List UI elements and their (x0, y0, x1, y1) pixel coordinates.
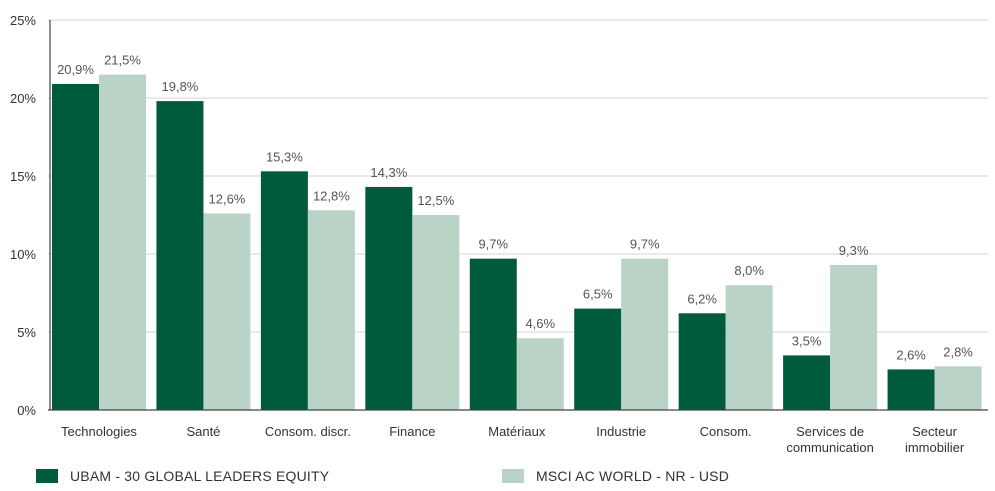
x-tick-label: Technologies (61, 424, 137, 439)
data-label: 6,2% (687, 291, 717, 306)
x-tick-label: Finance (389, 424, 435, 439)
data-label: 15,3% (266, 149, 303, 164)
bars (52, 74, 982, 411)
bar-ubam (574, 308, 622, 410)
data-label: 12,5% (417, 193, 454, 208)
data-label: 12,8% (313, 188, 350, 203)
legend-item-ubam: UBAM - 30 GLOBAL LEADERS EQUITY (36, 468, 329, 484)
legend-swatch-ubam (36, 469, 58, 483)
legend-label-ubam: UBAM - 30 GLOBAL LEADERS EQUITY (70, 468, 330, 484)
x-tick-label: Matériaux (488, 424, 546, 439)
y-tick-label: 5% (17, 325, 36, 340)
bar-msci (725, 285, 773, 410)
data-label: 8,0% (734, 263, 764, 278)
y-tick-label: 20% (10, 91, 36, 106)
data-label: 12,6% (209, 191, 246, 206)
y-tick-label: 0% (17, 403, 36, 418)
data-labels: 20,9% 21,5% 19,8% 12,6% 15,3% 12,8% 14,3% 12,5%… (57, 53, 973, 363)
bar-ubam (783, 355, 831, 410)
x-tick-label: Consom. discr. (265, 424, 351, 439)
bar-ubam (156, 101, 204, 411)
y-tick-label: 10% (10, 247, 36, 262)
data-label: 9,3% (839, 243, 869, 258)
y-tick-label: 25% (10, 13, 36, 28)
x-tick-label: Services de communication (786, 424, 873, 455)
data-label: 9,7% (630, 237, 660, 252)
x-tick-label: Consom. (700, 424, 752, 439)
data-label: 19,8% (162, 79, 199, 94)
legend-label-msci: MSCI AC WORLD - NR - USD (536, 468, 730, 484)
bar-ubam (52, 83, 99, 411)
bar-msci (516, 338, 564, 410)
data-label: 14,3% (370, 165, 407, 180)
bar-msci (99, 74, 146, 410)
data-label: 4,6% (525, 316, 555, 331)
legend: UBAM - 30 GLOBAL LEADERS EQUITY MSCI AC … (0, 468, 995, 486)
bar-ubam (260, 171, 308, 410)
bar-msci (203, 213, 251, 410)
bar-msci (307, 210, 355, 410)
bar-ubam (469, 258, 517, 410)
x-tick-label: Industrie (596, 424, 646, 439)
data-label: 6,5% (583, 287, 613, 302)
data-label: 9,7% (478, 237, 508, 252)
bar-msci (412, 215, 460, 410)
bar-msci (830, 264, 878, 410)
legend-swatch-msci (502, 469, 524, 483)
axes: 0% 5% 10% 15% 20% 25% Technologies Santé Consom.… (10, 13, 988, 455)
x-tick-label: Secteur immobilier (905, 424, 965, 455)
data-label: 2,6% (896, 347, 926, 362)
data-label: 2,8% (943, 344, 973, 359)
bar-ubam (365, 186, 413, 410)
bar-ubam (887, 369, 935, 410)
bar-msci (934, 366, 982, 410)
y-tick-label: 15% (10, 169, 36, 184)
data-label: 20,9% (57, 62, 94, 77)
legend-item-msci: MSCI AC WORLD - NR - USD (502, 468, 729, 484)
x-tick-label: Santé (186, 424, 220, 439)
data-label: 3,5% (792, 333, 822, 348)
bar-msci (621, 258, 669, 410)
bar-ubam (678, 313, 726, 410)
data-label: 21,5% (104, 53, 141, 68)
